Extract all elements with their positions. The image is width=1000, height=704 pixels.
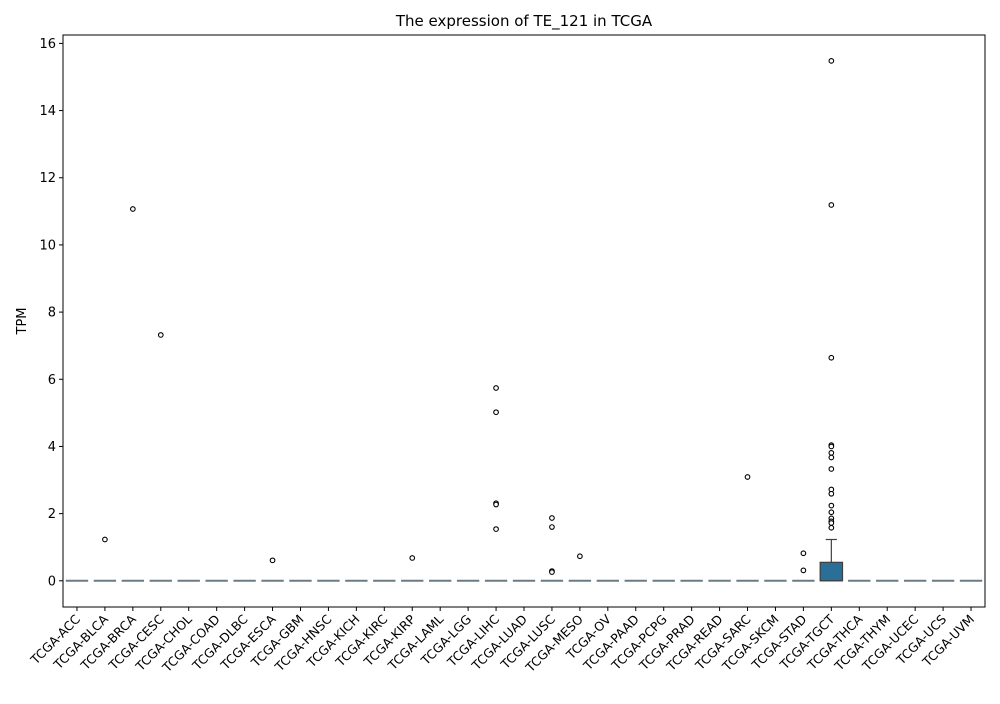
x-axis: TCGA-ACCTCGA-BLCATCGA-BRCATCGA-CESCTCGA-… [27, 607, 977, 676]
outlier-point [828, 490, 835, 497]
box-tcga-tgct [819, 538, 844, 582]
outlier-point [493, 501, 499, 508]
y-tick-label: 4 [48, 440, 56, 455]
outlier-point [828, 520, 835, 526]
outlier-point [828, 202, 835, 208]
outliers-layer [102, 58, 835, 575]
y-tick-label: 12 [39, 171, 56, 186]
outlier-point [800, 550, 807, 557]
chart-title: The expression of TE_121 in TCGA [395, 12, 653, 31]
boxes-layer [65, 538, 983, 582]
outlier-point [102, 536, 108, 543]
y-tick-label: 2 [48, 507, 56, 522]
plot-frame [62, 34, 986, 608]
y-axis: 0 2 4 6 8 10 12 14 16 [39, 37, 63, 589]
y-tick-label: 10 [39, 238, 56, 253]
outlier-point [493, 409, 499, 416]
outlier-point [828, 509, 835, 516]
box-body [819, 561, 844, 582]
outlier-point [828, 449, 835, 456]
outlier-point [549, 569, 555, 575]
outlier-point [828, 502, 835, 509]
y-tick-label: 6 [48, 373, 56, 388]
outlier-point [800, 567, 807, 574]
outlier-point [828, 58, 835, 64]
outlier-point [493, 385, 499, 391]
outlier-point [828, 443, 835, 450]
outlier-point [577, 553, 583, 560]
outlier-point [269, 557, 276, 564]
outlier-point [409, 555, 416, 561]
y-tick-label: 14 [39, 104, 56, 119]
outlier-point [157, 332, 164, 338]
outlier-point [493, 526, 499, 532]
outlier-point [744, 474, 751, 480]
outlier-point [549, 524, 555, 530]
y-tick-label: 8 [48, 306, 56, 321]
outlier-point [828, 354, 835, 361]
y-tick-label: 0 [48, 574, 56, 589]
outlier-point [828, 524, 835, 531]
outlier-point [828, 454, 835, 461]
outlier-point [549, 515, 555, 521]
y-axis-label: TPM [15, 308, 30, 336]
outlier-point [129, 206, 136, 212]
y-tick-label: 16 [39, 37, 56, 52]
outlier-point [828, 466, 835, 472]
